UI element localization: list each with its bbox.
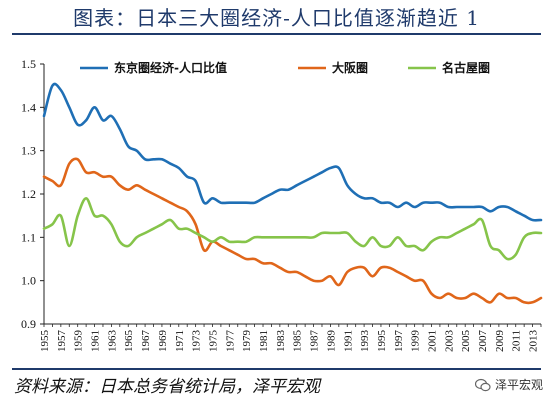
x-tick-label: 1971: [174, 330, 186, 352]
y-tick-label: 1.1: [21, 230, 36, 244]
x-tick-label: 1993: [359, 330, 371, 353]
x-tick-label: 1977: [224, 330, 236, 353]
x-tick-label: 1995: [376, 330, 388, 353]
y-tick-label: 1.3: [21, 144, 36, 158]
wechat-icon: [474, 378, 491, 391]
x-tick-label: 2011: [511, 330, 523, 352]
x-tick-label: 2013: [528, 330, 540, 353]
x-tick-label: 1985: [292, 330, 304, 353]
page-title: 图表：日本三大圈经济-人口比值逐渐趋近 1: [73, 6, 480, 30]
chart-lines: [42, 82, 543, 305]
x-tick-label: 1955: [39, 330, 51, 353]
source-note: 资料来源：日本总务省统计局，泽平宏观: [14, 377, 320, 397]
x-tick-label: 1981: [258, 330, 270, 352]
legend-label: 大阪圈: [332, 60, 368, 75]
y-tick-label: 1.5: [21, 57, 36, 71]
x-tick-label: 1967: [140, 330, 152, 353]
x-tick-label: 1963: [106, 330, 118, 353]
series-line-osaka: [42, 157, 543, 305]
x-tick-label: 1991: [342, 330, 354, 352]
x-tick-label: 2009: [494, 330, 506, 353]
y-tick-label: 1.4: [21, 100, 36, 114]
series-line-nagoya: [42, 197, 543, 261]
x-tick-label: 2005: [460, 330, 472, 353]
line-chart: 0.9 1.0 1.1 1.2 1.3 1.4 1.5 1955 1957 1959 1961 196…: [21, 57, 543, 353]
x-tick-label: 1983: [275, 330, 287, 353]
x-tick-label: 1987: [309, 330, 321, 353]
x-tick-label: 2003: [443, 330, 455, 353]
x-tick-label: 1979: [241, 330, 253, 353]
watermark: 泽平宏观: [474, 376, 543, 393]
x-tick-label: 2001: [426, 330, 438, 352]
bottom-divider: [12, 368, 541, 370]
y-tick-label: 1.0: [21, 274, 36, 288]
x-tick-label: 1969: [157, 330, 169, 353]
series-line-tokyo: [42, 82, 543, 222]
x-tick-label: 2007: [477, 330, 489, 353]
x-tick-label: 1965: [123, 330, 135, 353]
x-tick-label: 1973: [191, 330, 203, 353]
x-tick-label: 1989: [325, 330, 337, 353]
x-tick-label: 1961: [90, 330, 102, 352]
watermark-text: 泽平宏观: [494, 378, 543, 392]
x-tick-label: 1999: [410, 330, 422, 353]
x-tick-label: 1959: [73, 330, 85, 353]
chart-axes: 0.9 1.0 1.1 1.2 1.3 1.4 1.5 1955 1957 1959 1961 196…: [21, 57, 542, 353]
y-tick-label: 0.9: [21, 317, 36, 331]
top-divider: [12, 33, 541, 35]
y-tick-label: 1.2: [21, 187, 36, 201]
chart-legend: 东京圈经济-人口比值 大阪圈 名古屋圈: [80, 60, 490, 75]
x-tick-label: 1975: [207, 330, 219, 353]
legend-label: 东京圈经济-人口比值: [114, 60, 227, 75]
legend-label: 名古屋圈: [442, 60, 490, 75]
x-tick-label: 1997: [393, 330, 405, 353]
x-tick-label: 1957: [56, 330, 68, 353]
